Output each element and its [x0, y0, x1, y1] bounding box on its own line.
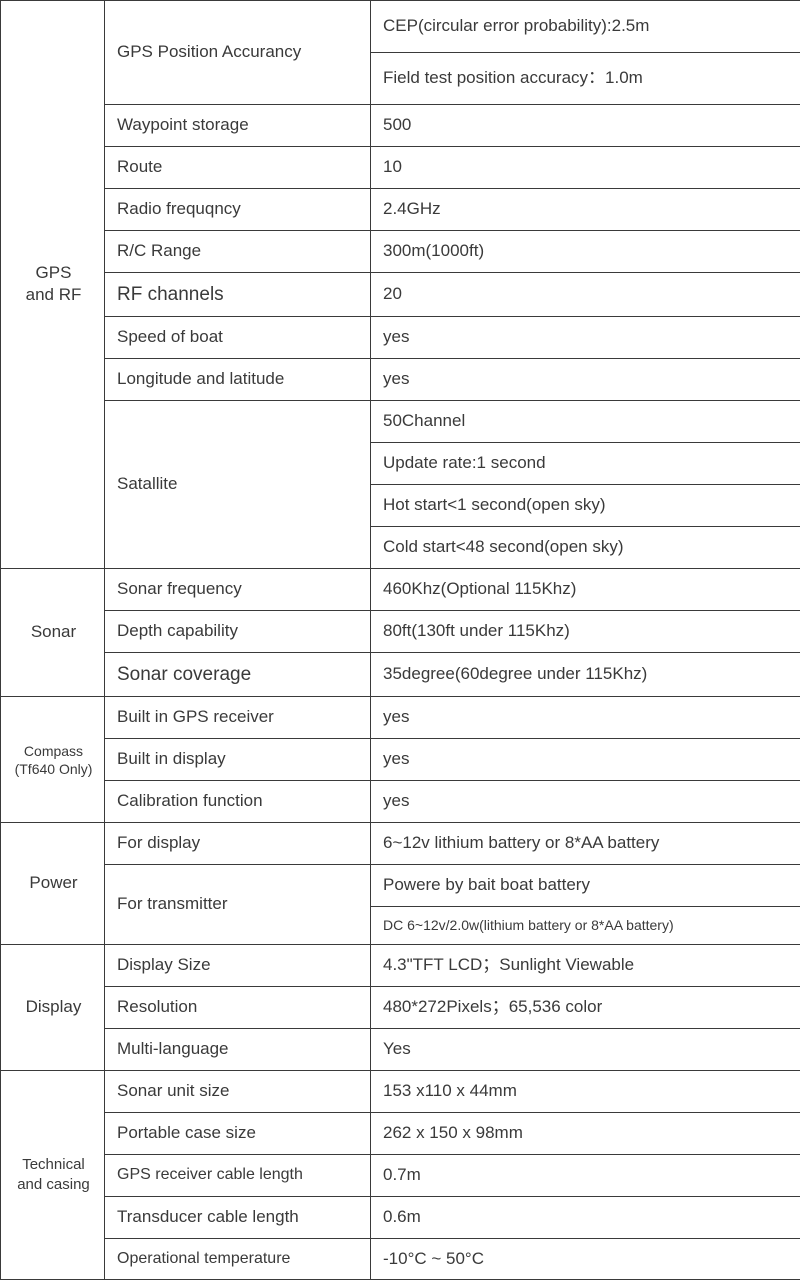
val-resolution: 480*272Pixels；65,536 color: [371, 986, 800, 1028]
param-satellite: Satallite: [105, 401, 371, 569]
param-route: Route: [105, 146, 371, 188]
val-gps-cable: 0.7m: [371, 1154, 800, 1196]
val-builtin-display: yes: [371, 739, 800, 781]
cat-line: (Tf640 Only): [13, 760, 94, 778]
category-sonar: Sonar: [1, 568, 105, 697]
val-route: 10: [371, 146, 800, 188]
param-pwr-transmitter: For transmitter: [105, 865, 371, 945]
param-depth: Depth capability: [105, 610, 371, 652]
val-gps-accuracy-cep: CEP(circular error probability):2.5m: [371, 1, 800, 53]
category-technical: Technical and casing: [1, 1070, 105, 1280]
param-transducer-cable: Transducer cable length: [105, 1196, 371, 1238]
category-compass: Compass (Tf640 Only): [1, 697, 105, 823]
category-display: Display: [1, 944, 105, 1070]
param-rc-range: R/C Range: [105, 230, 371, 272]
val-calibration: yes: [371, 781, 800, 823]
val-gps-accuracy-field: Field test position accuracy：1.0m: [371, 52, 800, 104]
val-waypoint: 500: [371, 104, 800, 146]
param-pwr-display: For display: [105, 823, 371, 865]
val-pwr-tx-1: Powere by bait boat battery: [371, 865, 800, 907]
param-waypoint: Waypoint storage: [105, 104, 371, 146]
val-pwr-tx-2: DC 6~12v/2.0w(lithium battery or 8*AA ba…: [371, 907, 800, 945]
cat-line: and RF: [13, 284, 94, 307]
param-builtin-display: Built in display: [105, 739, 371, 781]
val-sat-cold: Cold start<48 second(open sky): [371, 526, 800, 568]
val-sat-update: Update rate:1 second: [371, 443, 800, 485]
param-sonar-unit-size: Sonar unit size: [105, 1070, 371, 1112]
spec-table: GPS and RF GPS Position Accurancy CEP(ci…: [0, 0, 800, 1280]
cat-line: Technical: [13, 1155, 94, 1175]
val-display-size: 4.3"TFT LCD；Sunlight Viewable: [371, 944, 800, 986]
param-speed: Speed of boat: [105, 317, 371, 359]
val-sonar-coverage: 35degree(60degree under 115Khz): [371, 652, 800, 697]
val-rf-channels: 20: [371, 272, 800, 317]
param-calibration: Calibration function: [105, 781, 371, 823]
cat-line: Compass: [13, 742, 94, 760]
val-speed: yes: [371, 317, 800, 359]
cat-line: GPS: [13, 262, 94, 285]
param-gps-cable: GPS receiver cable length: [105, 1154, 371, 1196]
val-sat-hot: Hot start<1 second(open sky): [371, 485, 800, 527]
val-portable-case: 262 x 150 x 98mm: [371, 1112, 800, 1154]
category-power: Power: [1, 823, 105, 945]
val-pwr-display: 6~12v lithium battery or 8*AA battery: [371, 823, 800, 865]
param-builtin-gps: Built in GPS receiver: [105, 697, 371, 739]
param-radio-freq: Radio frequqncy: [105, 188, 371, 230]
param-display-size: Display Size: [105, 944, 371, 986]
param-multilang: Multi-language: [105, 1028, 371, 1070]
param-gps-accuracy: GPS Position Accurancy: [105, 1, 371, 105]
param-sonar-freq: Sonar frequency: [105, 568, 371, 610]
val-op-temp: -10°C ~ 50°C: [371, 1238, 800, 1280]
val-lonlat: yes: [371, 359, 800, 401]
param-sonar-coverage: Sonar coverage: [105, 652, 371, 697]
param-portable-case: Portable case size: [105, 1112, 371, 1154]
val-sat-channel: 50Channel: [371, 401, 800, 443]
cat-line: and casing: [13, 1175, 94, 1195]
val-rc-range: 300m(1000ft): [371, 230, 800, 272]
val-transducer-cable: 0.6m: [371, 1196, 800, 1238]
val-multilang: Yes: [371, 1028, 800, 1070]
val-sonar-unit-size: 153 x110 x 44mm: [371, 1070, 800, 1112]
val-sonar-freq: 460Khz(Optional 115Khz): [371, 568, 800, 610]
val-builtin-gps: yes: [371, 697, 800, 739]
val-radio-freq: 2.4GHz: [371, 188, 800, 230]
param-rf-channels: RF channels: [105, 272, 371, 317]
category-gps-rf: GPS and RF: [1, 1, 105, 569]
param-resolution: Resolution: [105, 986, 371, 1028]
val-depth: 80ft(130ft under 115Khz): [371, 610, 800, 652]
param-lonlat: Longitude and latitude: [105, 359, 371, 401]
param-op-temp: Operational temperature: [105, 1238, 371, 1280]
